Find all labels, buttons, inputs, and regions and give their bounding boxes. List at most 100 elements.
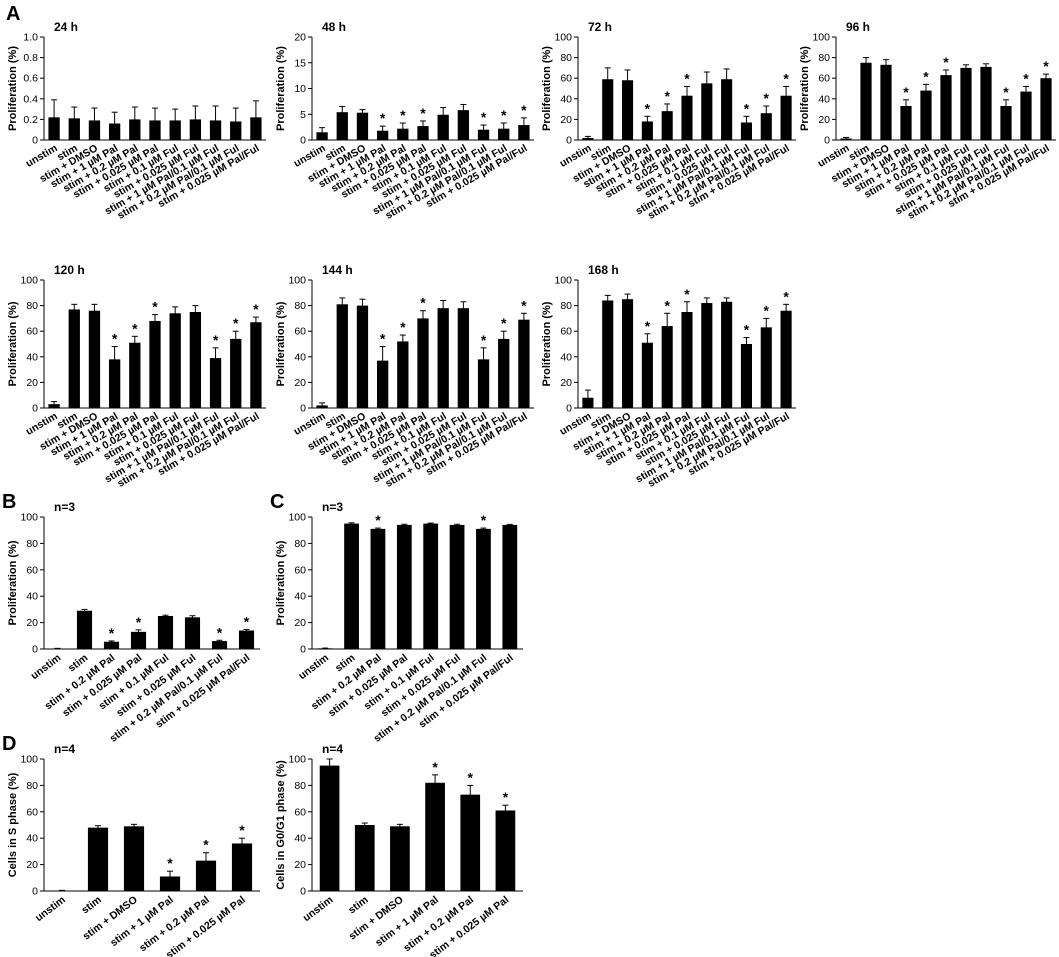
chart-title: 96 h [846,20,870,34]
bar [721,301,733,408]
y-tick-label: 0 [32,135,38,147]
bar [641,121,653,140]
significance-marker: * [217,624,223,640]
significance-marker: * [684,70,690,86]
bar [457,308,470,408]
y-tick-label: 0 [300,403,306,415]
bar [159,876,181,891]
bar [780,310,792,408]
y-tick-label: 100 [288,275,306,287]
bar [940,75,952,140]
y-tick-label: 0 [824,135,830,147]
significance-marker: * [783,288,789,304]
significance-marker: * [664,88,670,104]
significance-marker: * [203,837,209,853]
significance-marker: * [112,331,118,347]
panel-letter-a: A [6,3,20,25]
y-tick-label: 0 [566,135,572,147]
bar [760,327,772,408]
y-tick-label: 80 [26,780,38,792]
significance-marker: * [400,107,406,123]
y-tick-label: 20 [294,859,306,871]
y-tick-label: 40 [560,351,572,363]
significance-marker: * [481,332,487,348]
chart-9: n=4 Cells in S phase (%) 0 20 40 60 80 100 unsti… [7,742,260,957]
bar [980,66,992,140]
significance-marker: * [521,102,527,118]
chart-title: n=4 [322,742,343,756]
significance-marker: * [645,100,651,116]
x-tick-label: stim [346,894,370,917]
significance-marker: * [152,299,158,315]
bar [250,322,262,408]
bar [49,648,66,650]
bar [602,79,614,140]
bar [495,810,516,891]
y-tick-label: 100 [20,754,38,766]
y-tick-label: 40 [26,833,38,845]
y-tick-label: 100 [20,275,38,287]
chart-title: n=3 [54,500,75,514]
y-tick-label: 0 [300,135,306,147]
chart-title: n=4 [54,742,75,756]
significance-marker: * [764,302,770,318]
bar [477,359,490,408]
y-tick-label: 15 [294,57,306,69]
y-tick-label: 40 [26,591,38,603]
y-tick-label: 0.2 [23,114,38,126]
significance-marker: * [244,613,250,629]
y-tick-label: 60 [560,73,572,85]
x-tick-label: unstim [33,894,68,924]
bar [900,106,912,140]
y-tick-label: 80 [294,300,306,312]
y-tick-label: 0 [300,644,306,656]
bar [780,95,792,140]
y-tick-label: 80 [294,780,306,792]
chart-title: 24 h [54,20,78,34]
bar [681,312,693,408]
bar [157,616,174,649]
x-tick-label: stim [79,894,103,917]
bar [641,342,653,408]
significance-marker: * [1003,84,1009,100]
significance-marker: * [481,512,487,528]
bar [701,83,713,140]
bar [88,310,101,408]
bar [123,826,145,891]
panel-letter-d: D [2,733,16,755]
significance-marker: * [109,625,115,641]
y-tick-label: 60 [294,564,306,576]
bar [425,782,445,891]
significance-marker: * [136,614,142,630]
significance-marker: * [783,70,789,86]
y-tick-label: 1.0 [23,32,38,44]
bar [1020,91,1032,140]
bar [661,111,673,140]
significance-marker: * [501,107,507,123]
y-tick-label: 5 [300,109,306,121]
bar [336,304,348,408]
bar [370,528,386,649]
bar [68,309,80,408]
chart-title: 72 h [588,20,612,34]
y-tick-label: 0 [300,886,306,898]
y-tick-label: 20 [560,114,572,126]
significance-marker: * [400,319,406,335]
bar [721,79,733,140]
bar [344,523,359,649]
y-tick-label: 0.8 [23,52,38,64]
x-tick-label: unstim [296,652,331,682]
significance-marker: * [744,100,750,116]
significance-marker: * [481,109,487,125]
bar [130,631,147,649]
y-axis-label: Proliferation (%) [7,46,19,131]
significance-marker: * [744,322,750,338]
y-tick-label: 60 [26,806,38,818]
